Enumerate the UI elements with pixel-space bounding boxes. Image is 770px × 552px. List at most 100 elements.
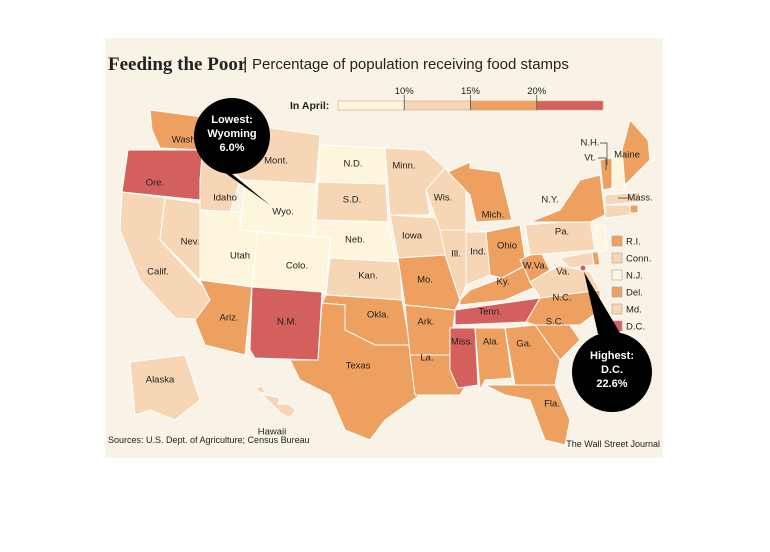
legend-swatch bbox=[403, 100, 471, 111]
state bbox=[558, 251, 595, 269]
state-label: Utah bbox=[230, 251, 250, 262]
state-label: Mass. bbox=[627, 193, 652, 204]
state bbox=[504, 324, 561, 386]
state-label: N.D. bbox=[344, 159, 363, 170]
state bbox=[484, 384, 571, 446]
state-label: Mich. bbox=[482, 210, 505, 221]
state-label: Texas bbox=[346, 361, 371, 372]
state-label: Ariz. bbox=[220, 313, 239, 324]
subtitle: Percentage of population receiving food … bbox=[252, 56, 569, 73]
state bbox=[249, 286, 323, 361]
separator: | bbox=[243, 54, 247, 73]
state bbox=[611, 149, 626, 191]
state-label: Alaska bbox=[146, 375, 175, 386]
key-swatch bbox=[611, 252, 623, 264]
legend-swatch bbox=[536, 100, 604, 111]
state-label: La. bbox=[420, 353, 433, 364]
state bbox=[579, 264, 587, 272]
state bbox=[449, 327, 479, 389]
state-label: Ore. bbox=[146, 178, 164, 189]
state-label: W.Va. bbox=[523, 261, 548, 272]
callout bbox=[194, 98, 270, 174]
state-label: Vt. bbox=[584, 153, 596, 164]
state-label: Ohio bbox=[497, 241, 517, 252]
key-swatch bbox=[611, 235, 623, 247]
state-label: Mo. bbox=[417, 275, 433, 286]
state bbox=[529, 174, 606, 223]
state bbox=[425, 167, 467, 231]
callout-name: D.C. bbox=[601, 364, 623, 376]
state bbox=[404, 304, 456, 356]
state bbox=[254, 385, 297, 419]
legend-tick-label: 15% bbox=[461, 86, 481, 97]
callout-name: Wyoming bbox=[207, 128, 256, 140]
state-label: Colo. bbox=[286, 261, 308, 272]
state bbox=[604, 191, 641, 206]
state bbox=[594, 224, 608, 253]
key-swatch bbox=[611, 303, 623, 315]
state bbox=[121, 149, 206, 201]
state-label: Miss. bbox=[451, 337, 473, 348]
title: Feeding the Poor bbox=[108, 54, 247, 75]
legend-label: In April: bbox=[290, 100, 329, 112]
state-label: Va. bbox=[556, 267, 570, 278]
state bbox=[629, 204, 639, 214]
state-label: Okla. bbox=[367, 310, 389, 321]
state-label: Fla. bbox=[544, 399, 560, 410]
state bbox=[529, 264, 601, 299]
state-label: N.H. bbox=[581, 138, 600, 149]
state-label: Ark. bbox=[418, 317, 435, 328]
callout-pointer bbox=[584, 272, 620, 334]
legend-swatch bbox=[470, 100, 538, 111]
key-label: N.J. bbox=[626, 271, 643, 282]
state-label: N.M. bbox=[277, 317, 297, 328]
state-label: S.C. bbox=[546, 317, 564, 328]
source: Sources: U.S. Dept. of Agriculture; Cens… bbox=[108, 435, 310, 445]
state-label: Ill. bbox=[451, 249, 461, 260]
state-label: Wyo. bbox=[272, 207, 294, 218]
key-swatch bbox=[611, 269, 623, 281]
key-label: Md. bbox=[626, 305, 642, 316]
key-label: R.I. bbox=[626, 237, 641, 248]
key-swatch bbox=[611, 286, 623, 298]
state bbox=[604, 204, 631, 219]
state-label: Iowa bbox=[402, 231, 423, 242]
callout-value: 22.6% bbox=[596, 378, 627, 390]
state-label: Idaho bbox=[213, 193, 237, 204]
state bbox=[474, 327, 513, 392]
state-label: Maine bbox=[614, 150, 640, 161]
credit: The Wall Street Journal bbox=[566, 439, 660, 449]
state bbox=[447, 161, 513, 223]
callout-value: 6.0% bbox=[219, 142, 244, 154]
state-label: Ga. bbox=[516, 339, 531, 350]
state-label: Tenn. bbox=[478, 307, 501, 318]
state-label: Ind. bbox=[470, 247, 486, 258]
state-label: S.D. bbox=[343, 195, 361, 206]
state-label: Minn. bbox=[392, 161, 415, 172]
state-label: Ala. bbox=[483, 337, 499, 348]
state bbox=[129, 354, 201, 421]
legend-tick-label: 20% bbox=[527, 86, 547, 97]
leader-line bbox=[598, 157, 607, 170]
state-label: Ky. bbox=[496, 277, 509, 288]
state-label: Nev. bbox=[181, 237, 200, 248]
state-label: Wash. bbox=[172, 135, 199, 146]
state-label: Pa. bbox=[555, 227, 569, 238]
legend-swatch bbox=[337, 100, 405, 111]
state bbox=[397, 254, 461, 311]
state-label: Wis. bbox=[434, 193, 452, 204]
state-label: Calif. bbox=[147, 267, 169, 278]
state bbox=[621, 118, 651, 187]
state-label: Kan. bbox=[358, 271, 378, 282]
callout-pointer bbox=[214, 165, 270, 205]
state-label: Neb. bbox=[345, 235, 365, 246]
callout-heading: Lowest: bbox=[211, 114, 253, 126]
leader-line bbox=[600, 142, 608, 165]
key-label: D.C. bbox=[626, 322, 645, 333]
state-label: Mont. bbox=[264, 156, 288, 167]
callout-heading: Highest: bbox=[590, 350, 634, 362]
key-label: Del. bbox=[626, 288, 643, 299]
state bbox=[289, 302, 421, 441]
